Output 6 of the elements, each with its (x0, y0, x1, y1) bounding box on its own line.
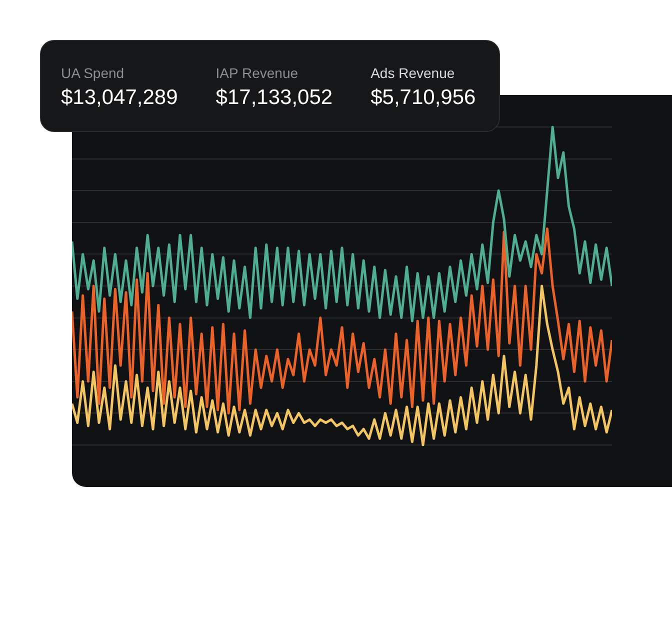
text: IAP Revenue (216, 65, 300, 81)
text: Ads Revenue (370, 65, 456, 81)
text: UA Spend (61, 65, 126, 81)
text: $13,047,289 (61, 85, 178, 111)
text: $17,133,052 (216, 85, 333, 111)
text: $5,710,956 (370, 85, 476, 111)
